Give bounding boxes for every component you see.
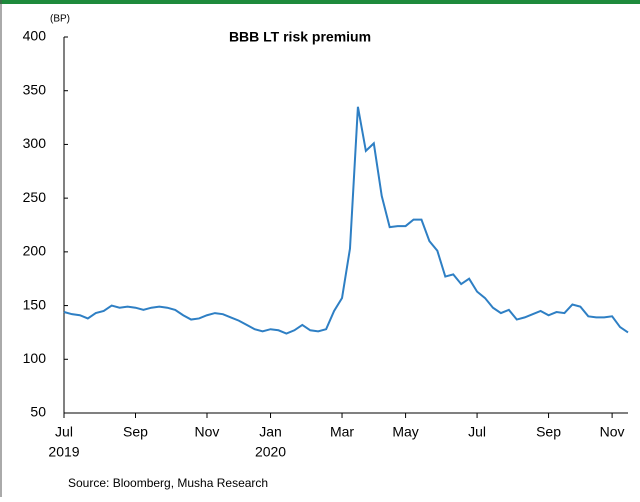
y-tick-label: 300 xyxy=(23,135,47,151)
x-tick-label: Jan xyxy=(259,424,282,440)
y-unit: (BP) xyxy=(50,14,70,25)
x-tick-label: Mar xyxy=(330,424,354,440)
x-tick-label: Jul xyxy=(55,424,73,440)
y-tick-label: 100 xyxy=(23,350,47,366)
y-tick-label: 50 xyxy=(30,404,46,420)
y-tick-label: 150 xyxy=(23,296,47,312)
x-tick-label: May xyxy=(392,424,418,440)
x-tick-label: Jul xyxy=(468,424,486,440)
x-tick-label: Nov xyxy=(195,424,220,440)
x-tick-label: Sep xyxy=(123,424,148,440)
x-year-label: 2020 xyxy=(255,444,286,460)
y-tick-label: 350 xyxy=(23,81,47,97)
y-tick-label: 400 xyxy=(23,28,47,44)
data-line xyxy=(63,106,629,335)
x-tick-label: Nov xyxy=(600,424,625,440)
source-note: Source: Bloomberg, Musha Research xyxy=(68,476,268,490)
top-bar xyxy=(0,0,640,4)
chart-title: BBB LT risk premium xyxy=(229,29,371,45)
y-tick-label: 200 xyxy=(23,243,47,259)
y-tick-label: 250 xyxy=(23,189,47,205)
x-tick-label: Sep xyxy=(536,424,561,440)
x-year-label: 2019 xyxy=(48,444,79,460)
